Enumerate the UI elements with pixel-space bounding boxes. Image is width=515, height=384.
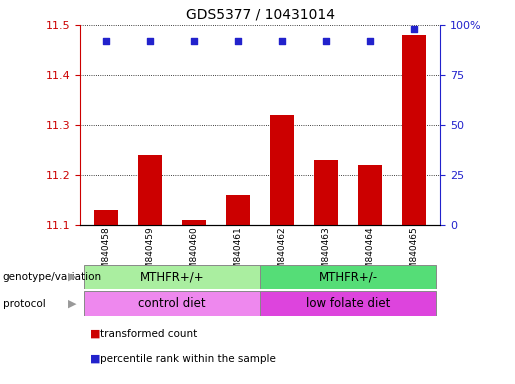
Bar bbox=[182, 220, 206, 225]
Bar bbox=[138, 155, 162, 225]
Point bbox=[146, 38, 154, 44]
Text: percentile rank within the sample: percentile rank within the sample bbox=[100, 354, 277, 364]
Point bbox=[322, 38, 330, 44]
Text: ■: ■ bbox=[90, 354, 100, 364]
Point bbox=[366, 38, 374, 44]
Point bbox=[278, 38, 286, 44]
Bar bbox=[402, 35, 426, 225]
Bar bbox=[270, 115, 294, 225]
Bar bbox=[226, 195, 250, 225]
Bar bbox=[84, 291, 260, 316]
Text: ■: ■ bbox=[90, 329, 100, 339]
Text: genotype/variation: genotype/variation bbox=[3, 271, 101, 282]
Text: ▶: ▶ bbox=[67, 271, 76, 282]
Point bbox=[102, 38, 110, 44]
Text: MTHFR+/+: MTHFR+/+ bbox=[140, 270, 204, 283]
Point bbox=[234, 38, 242, 44]
Point bbox=[190, 38, 198, 44]
Bar bbox=[94, 210, 118, 225]
Bar bbox=[260, 265, 436, 289]
Title: GDS5377 / 10431014: GDS5377 / 10431014 bbox=[185, 7, 335, 21]
Bar bbox=[84, 265, 260, 289]
Text: protocol: protocol bbox=[3, 298, 45, 309]
Bar bbox=[314, 160, 338, 225]
Text: MTHFR+/-: MTHFR+/- bbox=[318, 270, 377, 283]
Text: ▶: ▶ bbox=[67, 298, 76, 309]
Text: control diet: control diet bbox=[139, 297, 206, 310]
Bar bbox=[358, 165, 382, 225]
Text: low folate diet: low folate diet bbox=[306, 297, 390, 310]
Point bbox=[410, 26, 418, 32]
Bar bbox=[260, 291, 436, 316]
Text: transformed count: transformed count bbox=[100, 329, 198, 339]
